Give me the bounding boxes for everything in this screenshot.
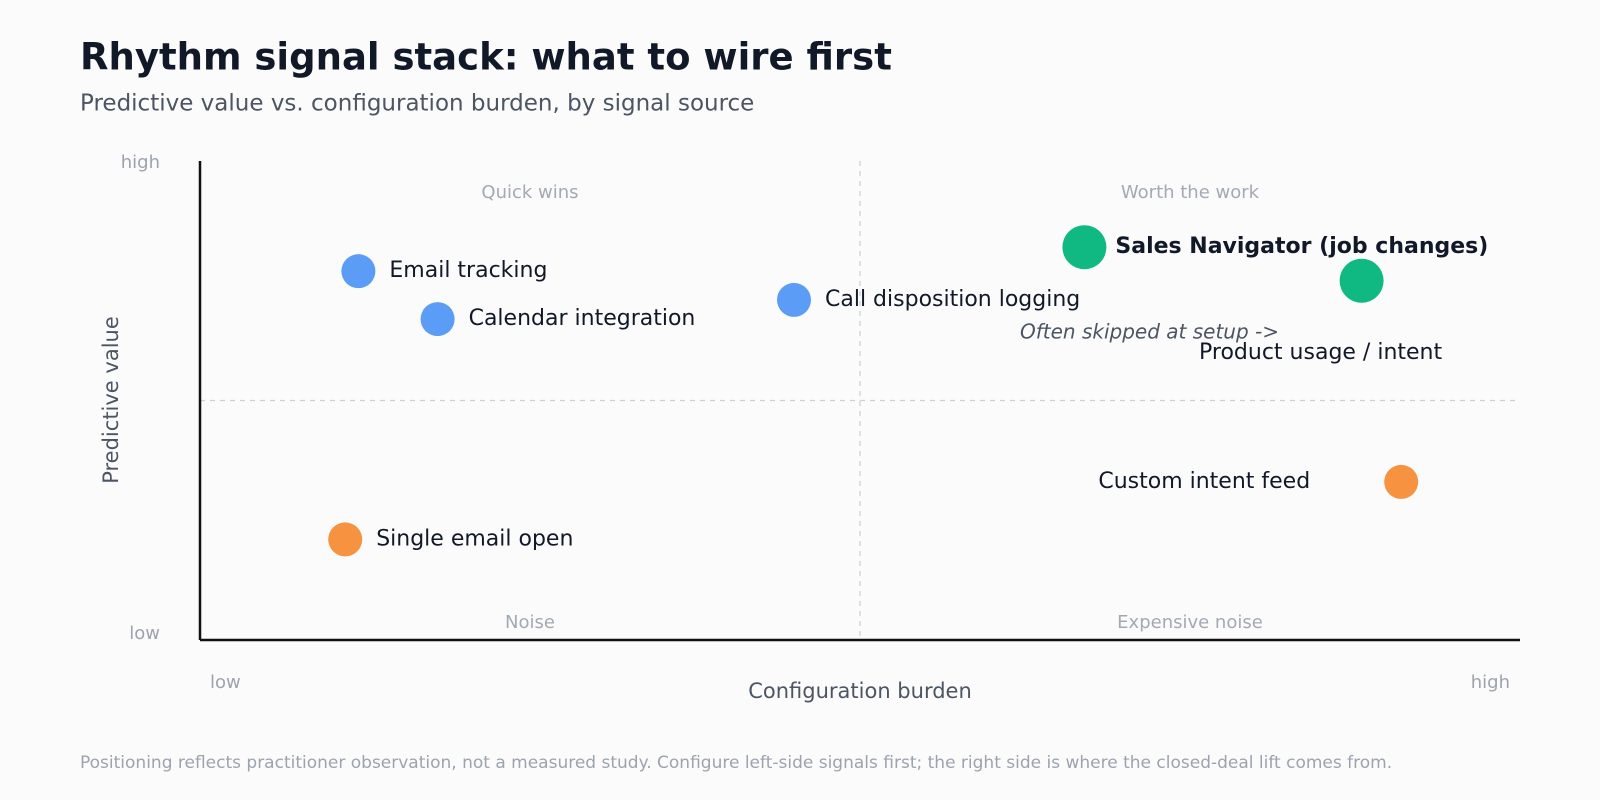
y-tick-label: low bbox=[129, 623, 160, 644]
point bbox=[1062, 225, 1107, 270]
point-label: Product usage / intent bbox=[1199, 340, 1442, 365]
chart-title: Rhythm signal stack: what to wire first bbox=[80, 36, 892, 79]
x-tick-label: low bbox=[210, 672, 241, 693]
point-label: Calendar integration bbox=[469, 306, 696, 331]
point-label: Custom intent feed bbox=[1098, 469, 1310, 494]
point bbox=[1339, 258, 1384, 303]
x-tick-label: high bbox=[1471, 672, 1510, 693]
point-label: Call disposition logging bbox=[825, 287, 1080, 312]
x-axis-title: Configuration burden bbox=[748, 679, 972, 703]
footnote: Positioning reflects practitioner observ… bbox=[80, 753, 1392, 773]
annotation: Often skipped at setup -> bbox=[1020, 320, 1279, 344]
quadrant-label: Expensive noise bbox=[1117, 612, 1263, 633]
chart-subtitle: Predictive value vs. configuration burde… bbox=[80, 91, 754, 117]
quadrant-label: Noise bbox=[505, 612, 555, 633]
y-tick-label: high bbox=[121, 152, 160, 173]
point bbox=[341, 254, 376, 289]
point-label: Sales Navigator (job changes) bbox=[1115, 234, 1488, 259]
y-axis-title: Predictive value bbox=[99, 316, 123, 484]
quadrant-label: Worth the work bbox=[1121, 182, 1260, 203]
point-label: Email tracking bbox=[389, 258, 547, 283]
point bbox=[328, 522, 363, 557]
point bbox=[420, 302, 455, 337]
point bbox=[1384, 464, 1419, 499]
quadrant-label: Quick wins bbox=[481, 182, 578, 203]
point-label: Single email open bbox=[376, 526, 573, 551]
point bbox=[777, 282, 811, 317]
